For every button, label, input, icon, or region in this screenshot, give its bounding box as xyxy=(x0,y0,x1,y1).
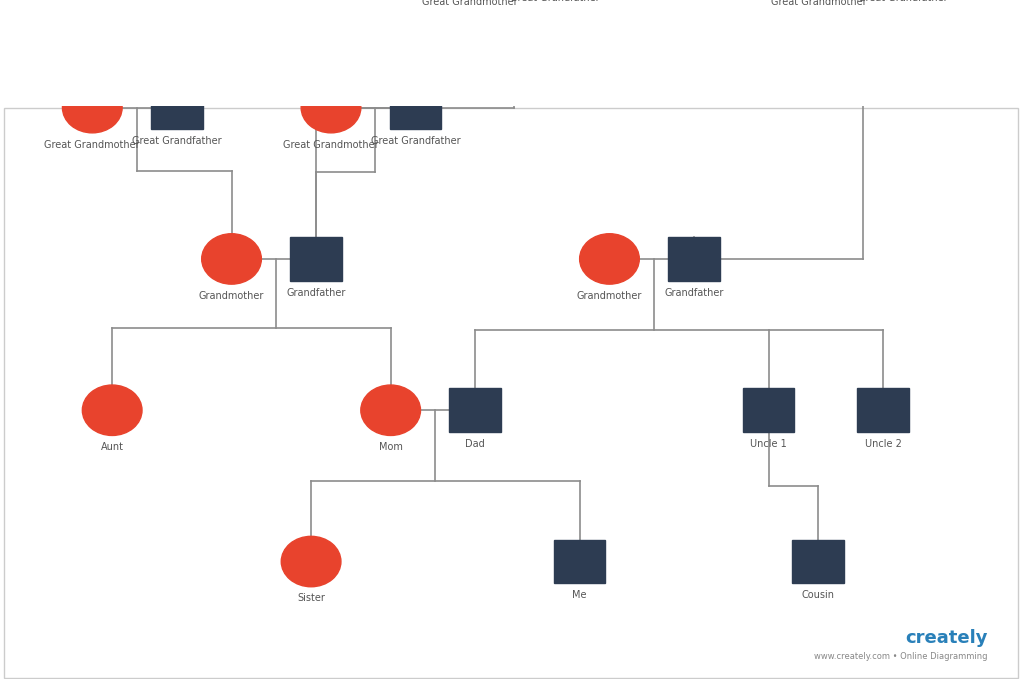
Text: Great Grandfather: Great Grandfather xyxy=(371,136,461,146)
Text: Sister: Sister xyxy=(297,593,325,604)
Text: Great Grandmother: Great Grandmother xyxy=(284,140,379,149)
Text: Dad: Dad xyxy=(465,439,485,449)
Circle shape xyxy=(301,83,360,133)
Circle shape xyxy=(202,234,261,284)
FancyBboxPatch shape xyxy=(151,86,203,130)
Circle shape xyxy=(282,536,341,587)
FancyBboxPatch shape xyxy=(857,388,909,432)
Circle shape xyxy=(62,83,122,133)
Text: Great Grandfather: Great Grandfather xyxy=(132,136,221,146)
Text: www.creately.com • Online Diagramming: www.creately.com • Online Diagramming xyxy=(814,652,987,661)
FancyBboxPatch shape xyxy=(450,388,501,432)
Text: Me: Me xyxy=(572,590,587,600)
FancyBboxPatch shape xyxy=(793,539,844,583)
Text: Great Grandmother: Great Grandmother xyxy=(44,140,140,149)
Text: Great Grandmother: Great Grandmother xyxy=(770,0,866,7)
FancyBboxPatch shape xyxy=(668,237,720,281)
Text: Uncle 2: Uncle 2 xyxy=(864,439,901,449)
Circle shape xyxy=(360,385,421,436)
Text: Great Grandfather: Great Grandfather xyxy=(858,0,947,3)
Text: creately: creately xyxy=(905,629,987,647)
FancyBboxPatch shape xyxy=(742,388,795,432)
Text: Aunt: Aunt xyxy=(100,442,124,452)
Text: Great Grandfather: Great Grandfather xyxy=(510,0,600,3)
Text: Uncle 1: Uncle 1 xyxy=(751,439,787,449)
Circle shape xyxy=(580,234,639,284)
FancyBboxPatch shape xyxy=(554,539,605,583)
FancyBboxPatch shape xyxy=(390,86,441,130)
Text: Grandmother: Grandmother xyxy=(577,291,642,301)
Text: Mom: Mom xyxy=(379,442,402,452)
Text: Great Grandmother: Great Grandmother xyxy=(423,0,518,7)
FancyBboxPatch shape xyxy=(290,237,342,281)
Text: Cousin: Cousin xyxy=(802,590,835,600)
Text: Grandfather: Grandfather xyxy=(287,288,346,297)
Text: Grandfather: Grandfather xyxy=(665,288,724,297)
Circle shape xyxy=(82,385,142,436)
Text: Grandmother: Grandmother xyxy=(199,291,264,301)
